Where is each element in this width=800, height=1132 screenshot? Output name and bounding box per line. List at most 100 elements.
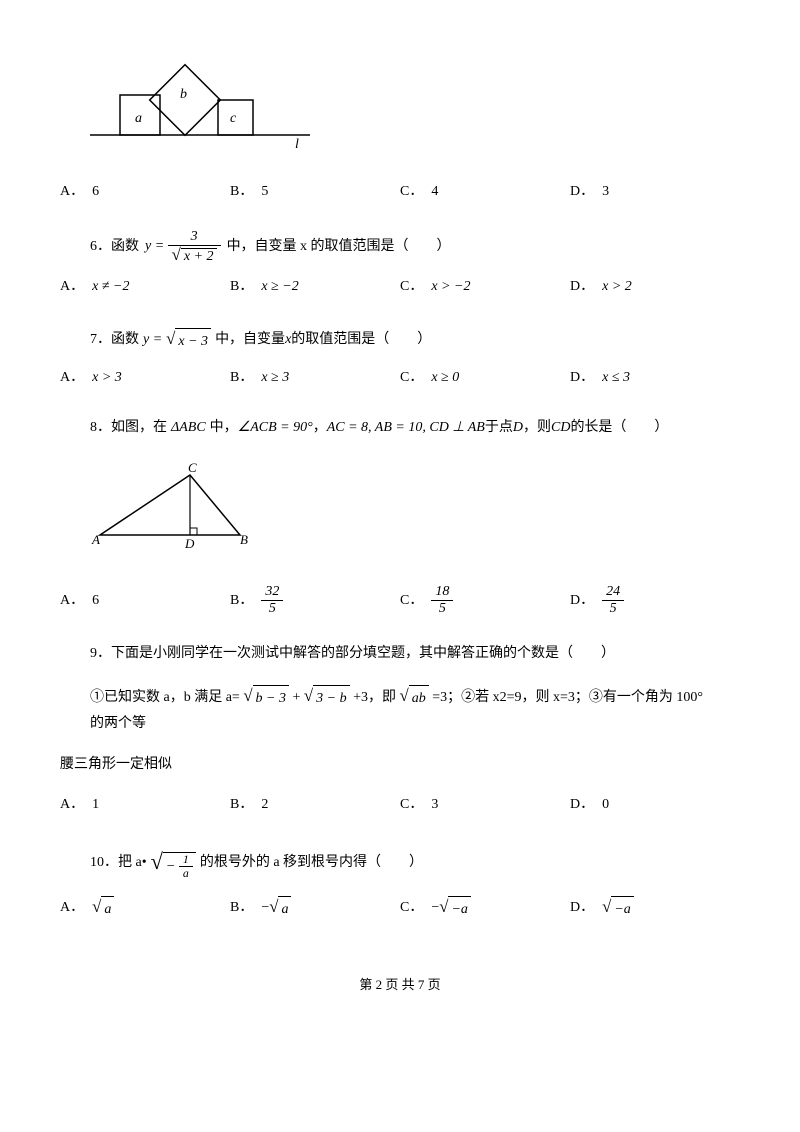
option-b: B．5 (230, 179, 400, 204)
option-c: C．3 (400, 792, 570, 817)
q8-mid2: ， (313, 415, 327, 440)
option-c: C．185 (400, 584, 570, 616)
q9-sqrt2: 3 − b (313, 685, 349, 711)
q8-mid4: ，则 (523, 415, 551, 440)
q7-options: A．x > 3 B．x ≥ 3 C．x ≥ 0 D．x ≤ 3 (60, 365, 740, 390)
option-a: A．√a (60, 892, 230, 922)
q10-num: 1 (179, 853, 193, 867)
label-c: c (230, 111, 237, 126)
option-value: x > −2 (431, 274, 470, 299)
q10-den: a (179, 867, 193, 880)
option-d: D．245 (570, 584, 740, 616)
question-6: 6．函数 y = 3 √x + 2 中，自变量 x 的取值范围是（ ） (90, 229, 740, 264)
option-value: 2 (261, 792, 268, 817)
option-value: 4 (431, 179, 438, 204)
figure-triangle: A B C D (90, 460, 740, 564)
q6-frac-den: x + 2 (181, 248, 217, 264)
option-sqrt: a (101, 896, 114, 922)
q7-suffix: 中，自变量 (215, 327, 285, 352)
q9-statements: ①已知实数 a，b 满足 a= √b − 3 + √3 − b +3，即 √ab… (90, 681, 710, 736)
q7-yeq: y = (143, 327, 162, 352)
q10-suffix: 的根号外的 a 移到根号内得（ ） (200, 850, 423, 875)
option-c: C．x ≥ 0 (400, 365, 570, 390)
label-A: A (91, 532, 100, 547)
q10-options: A．√a B．− √a C．− √−a D．√−a (60, 892, 740, 922)
option-value: x ≠ −2 (92, 274, 129, 299)
option-a: A．6 (60, 179, 230, 204)
q9-plus: + (293, 690, 304, 705)
q6-prefix: 6．函数 (90, 234, 139, 259)
option-value: 3 (602, 179, 609, 204)
question-8: 8．如图，在 ΔABC 中， ∠ACB = 90° ， AC = 8, AB =… (90, 415, 740, 440)
q6-options: A．x ≠ −2 B．x ≥ −2 C．x > −2 D．x > 2 (60, 274, 740, 299)
label-C: C (188, 460, 197, 475)
option-value: 1 (92, 792, 99, 817)
q5-options: A．6 B．5 C．4 D．3 (60, 179, 740, 204)
q9-text: 9．下面是小刚同学在一次测试中解答的部分填空题，其中解答正确的个数是（ ） (90, 646, 615, 661)
label-a: a (135, 111, 142, 126)
q9-sqrt3: ab (409, 685, 429, 711)
page-footer: 第 2 页 共 7 页 (60, 973, 740, 996)
q9-options: A．1 B．2 C．3 D．0 (60, 792, 740, 817)
option-num: 24 (602, 584, 624, 600)
option-value: x ≥ 3 (261, 365, 289, 390)
option-c: C．4 (400, 179, 570, 204)
option-value: 5 (261, 179, 268, 204)
option-b: B．325 (230, 584, 400, 616)
q7-prefix: 7．函数 (90, 327, 139, 352)
label-b: b (180, 87, 187, 102)
option-a: A．x > 3 (60, 365, 230, 390)
q8-suffix: 的长是（ ） (570, 415, 668, 440)
option-b: B．2 (230, 792, 400, 817)
q8-cd: CD (551, 415, 570, 440)
option-num: 18 (431, 584, 453, 600)
option-value: x ≥ −2 (261, 274, 298, 299)
option-c: C．x > −2 (400, 274, 570, 299)
option-c: C．− √−a (400, 892, 570, 922)
q7-suffix2: 的取值范围是（ ） (291, 327, 431, 352)
option-d: D．√−a (570, 892, 740, 922)
option-d: D．x ≤ 3 (570, 365, 740, 390)
option-den: 5 (261, 601, 283, 616)
label-B: B (240, 532, 248, 547)
option-a: A．1 (60, 792, 230, 817)
option-b: B．x ≥ 3 (230, 365, 400, 390)
option-a: A．6 (60, 584, 230, 616)
option-d: D．0 (570, 792, 740, 817)
q9-sqrt1: b − 3 (253, 685, 289, 711)
option-sqrt: −a (611, 896, 633, 922)
q9-line2: 腰三角形一定相似 (60, 752, 710, 777)
option-b: B．x ≥ −2 (230, 274, 400, 299)
option-value: 0 (602, 792, 609, 817)
option-value: x > 2 (602, 274, 632, 299)
question-7: 7．函数 y = √x − 3 中，自变量 x 的取值范围是（ ） (90, 324, 740, 354)
option-num: 32 (261, 584, 283, 600)
option-value: 3 (431, 792, 438, 817)
q8-d: D (513, 415, 523, 440)
q10-neg: − (166, 859, 175, 874)
q9-prefix: ①已知实数 a，b 满足 a= (90, 690, 240, 705)
option-value: 6 (92, 588, 99, 613)
page-content: a b c l A．6 B．5 C．4 D．3 6．函数 y = 3 √x + … (0, 0, 800, 1016)
q8-prefix: 8．如图，在 (90, 415, 167, 440)
option-value: x ≥ 0 (431, 365, 459, 390)
q8-mid1: 中， (210, 415, 238, 440)
q9-mid1: +3，即 (353, 690, 396, 705)
q7-sqrt: x − 3 (175, 328, 211, 354)
option-sqrt: a (278, 896, 291, 922)
question-10: 10．把 a• √ − 1 a 的根号外的 a 移到根号内得（ ） (90, 842, 740, 882)
option-prefix: − (261, 895, 269, 920)
option-value: x > 3 (92, 365, 122, 390)
q8-options: A．6 B．325 C．185 D．245 (60, 584, 740, 616)
q6-suffix: 中，自变量 x 的取值范围是（ ） (227, 234, 451, 259)
option-den: 5 (602, 601, 624, 616)
option-prefix: − (431, 895, 439, 920)
option-value: x ≤ 3 (602, 365, 630, 390)
option-sqrt: −a (448, 896, 470, 922)
option-d: D．3 (570, 179, 740, 204)
q8-angle: ∠ACB = 90° (238, 415, 313, 440)
label-D: D (184, 536, 195, 551)
q10-prefix: 10．把 a• (90, 850, 147, 875)
label-l: l (295, 137, 299, 150)
option-value: 6 (92, 179, 99, 204)
